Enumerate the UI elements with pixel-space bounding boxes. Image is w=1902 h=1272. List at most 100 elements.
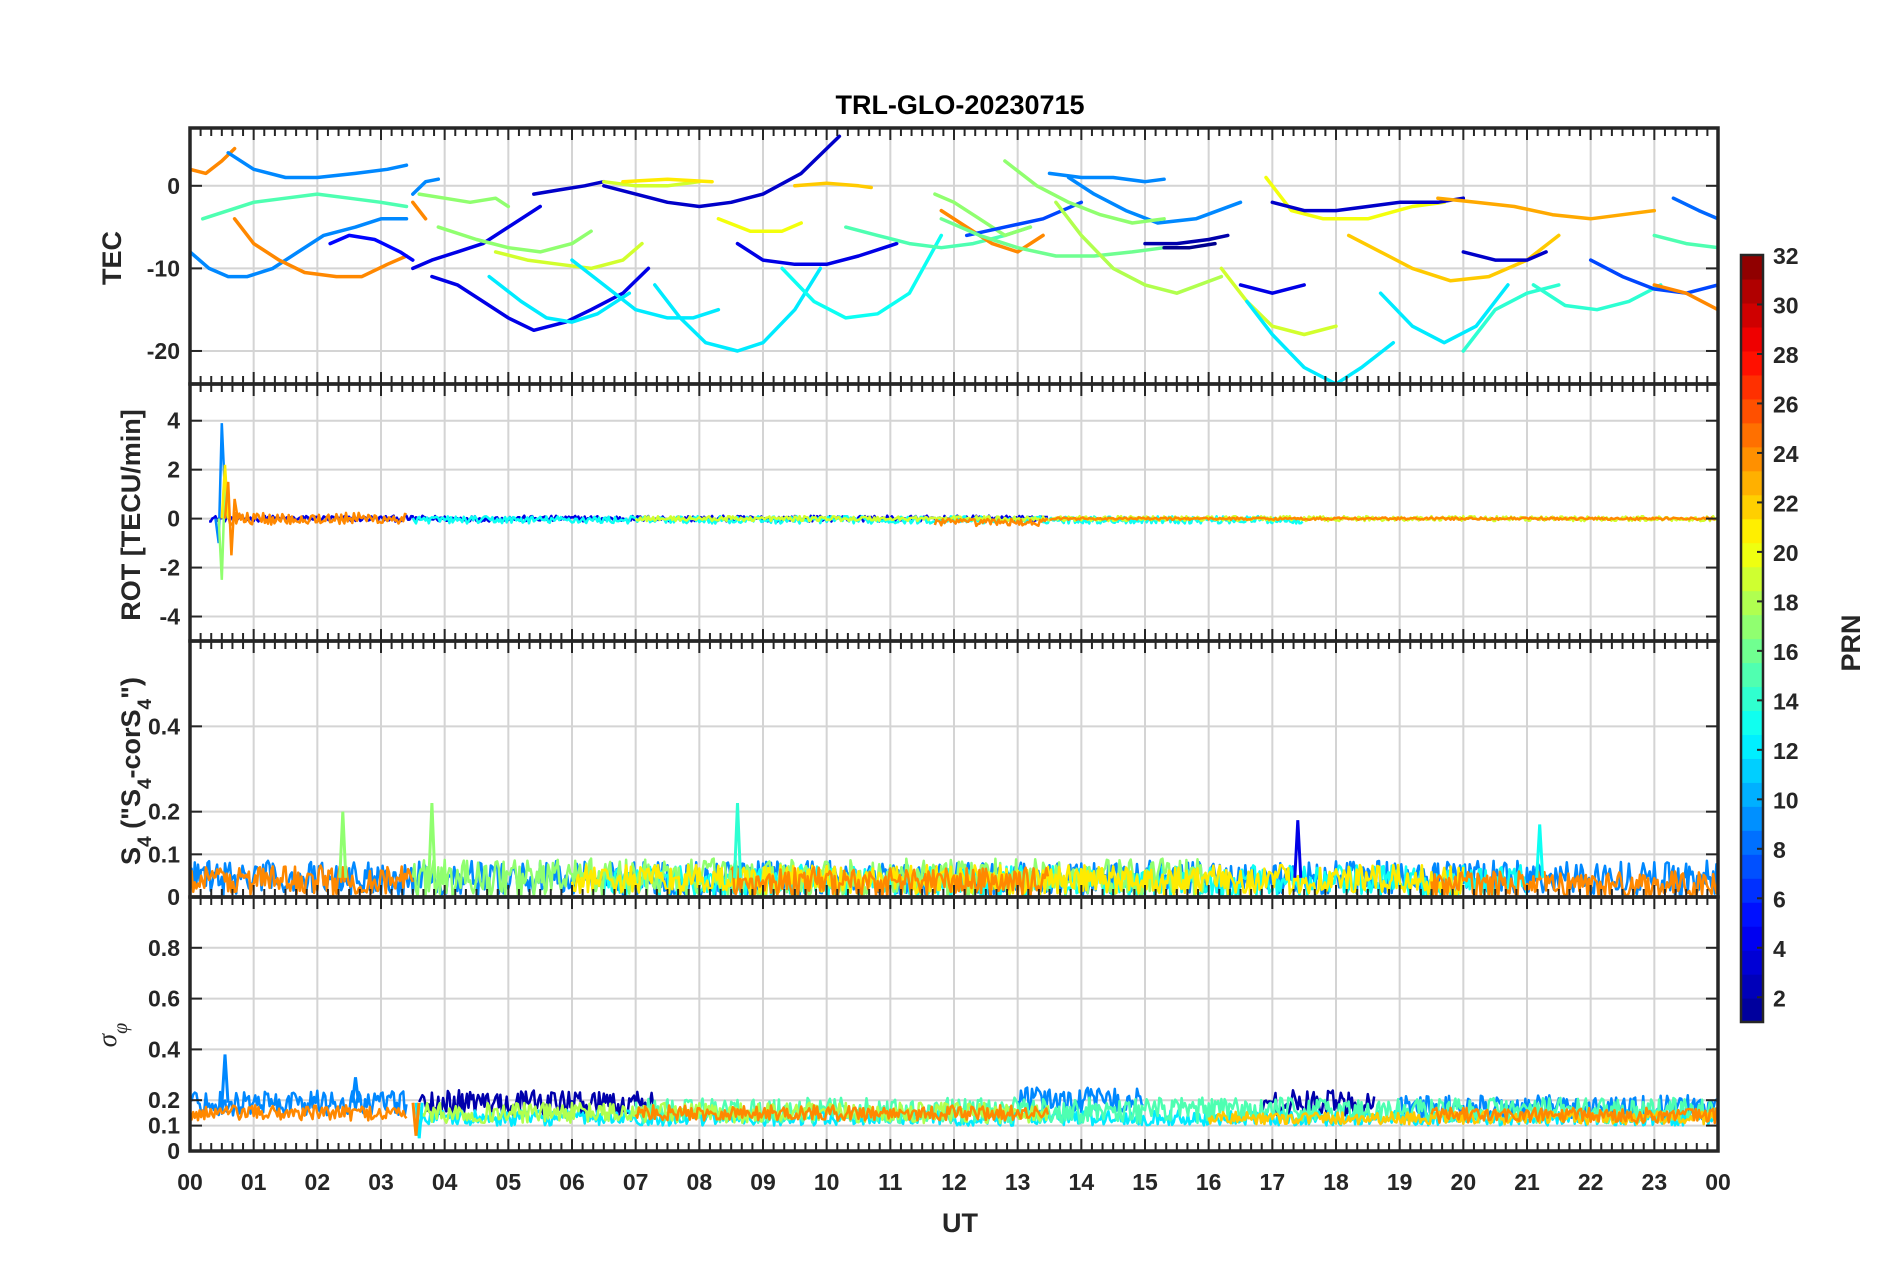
colorbar-tick-label: 24	[1773, 441, 1799, 467]
sigma-ytick-label: 0	[167, 1138, 180, 1164]
tec-ytick-label: 0	[167, 173, 180, 199]
tec-series-line	[411, 204, 542, 271]
tec-series-line	[1652, 283, 1718, 312]
tec-series-line	[939, 217, 1166, 258]
colorbar-band	[1741, 398, 1763, 424]
colorbar-tick-label: 4	[1773, 936, 1786, 962]
sigma-data	[190, 1054, 1718, 1139]
s4-peak	[1535, 824, 1545, 878]
tec-series-line	[1461, 250, 1548, 262]
tec-series-line	[487, 274, 632, 324]
colorbar-frame	[1739, 253, 1765, 1024]
s4-peak	[338, 811, 348, 878]
colorbar-band	[1741, 302, 1763, 328]
sigma-noise-trace	[1016, 1086, 1144, 1114]
rot-data	[209, 423, 1718, 580]
colorbar-band	[1741, 518, 1763, 544]
colorbar-band	[1741, 830, 1763, 855]
x-tick-label: 03	[368, 1169, 394, 1195]
tec-series-line	[493, 241, 644, 271]
colorbar-band	[1741, 374, 1763, 400]
rot-ytick-label: -2	[160, 555, 180, 581]
x-tick-label: 18	[1323, 1169, 1349, 1195]
s4-noise-trace	[570, 863, 1465, 896]
colorbar-band	[1741, 686, 1763, 712]
tec-series-line	[1245, 299, 1396, 384]
colorbar-band	[1741, 566, 1763, 592]
s4-ytick-label: 0	[167, 884, 180, 910]
colorbar-band	[1741, 782, 1763, 807]
x-tick-label: 10	[814, 1169, 840, 1195]
colorbar-band	[1741, 710, 1763, 735]
sigma-ytick-label: 0.1	[148, 1113, 180, 1139]
colorbar-tick-label: 8	[1773, 837, 1786, 863]
x-axis-label: UT	[942, 1208, 978, 1238]
colorbar-band	[1741, 422, 1763, 448]
x-tick-label: 11	[878, 1169, 903, 1195]
colorbar-band	[1741, 638, 1763, 664]
x-tick-label: 04	[432, 1169, 458, 1195]
sigma-noise-trace	[190, 1104, 408, 1122]
x-tick-label: 00	[177, 1169, 203, 1195]
x-tick-label: 21	[1514, 1169, 1540, 1195]
s4-noise-trace	[730, 866, 1050, 897]
colorbar-band	[1741, 542, 1763, 568]
colorbar-tick-label: 32	[1773, 243, 1799, 269]
colorbar-band	[1741, 854, 1763, 879]
colorbar-tick-label: 10	[1773, 787, 1799, 813]
tec-series-line	[780, 233, 944, 320]
tec-series-line	[1531, 283, 1663, 312]
tec-series-line	[1378, 283, 1510, 345]
tec-ytick-label: -20	[147, 338, 180, 364]
x-tick-label: 01	[241, 1169, 267, 1195]
rot-spike	[223, 481, 240, 556]
colorbar-band	[1741, 902, 1763, 927]
s4-ytick-label: 0.1	[148, 841, 180, 867]
sigma-noise-trace	[418, 1109, 1718, 1127]
tec-series-line	[735, 241, 899, 267]
colorbar-band	[1741, 614, 1763, 640]
colorbar-band	[1741, 350, 1763, 376]
colorbar-band	[1741, 326, 1763, 352]
colorbar-tick-label: 6	[1773, 886, 1786, 912]
colorbar-label: PRN	[1836, 614, 1866, 671]
colorbar-band	[1741, 950, 1763, 975]
x-tick-label: 13	[1005, 1169, 1031, 1195]
plot-title: TRL-GLO-20230715	[835, 90, 1084, 120]
colorbar-band	[1741, 878, 1763, 903]
colorbar-tick-label: 18	[1773, 589, 1799, 615]
tec-series-line	[1671, 196, 1718, 221]
x-tick-label: 00	[1705, 1169, 1731, 1195]
colorbar-band	[1741, 662, 1763, 688]
sigma-peak	[351, 1077, 360, 1103]
sigma-ytick-label: 0.8	[148, 935, 180, 961]
tec-series-line	[232, 217, 409, 279]
s4-peak	[427, 803, 437, 878]
x-tick-label: 08	[687, 1169, 713, 1195]
tec-series-line	[1003, 159, 1166, 225]
tec-series-line	[190, 217, 409, 279]
s4-ytick-label: 0.2	[148, 799, 180, 825]
tec-series-line	[436, 225, 593, 254]
colorbar-band	[1741, 758, 1763, 783]
colorbar-band	[1741, 734, 1763, 759]
sigma-ytick-label: 0.4	[148, 1036, 180, 1062]
tec-series-line	[411, 200, 428, 221]
tec-series-line	[793, 181, 873, 190]
tec-ticks	[189, 128, 1719, 384]
x-tick-label: 20	[1451, 1169, 1477, 1195]
colorbar-band	[1741, 278, 1763, 304]
x-tick-label: 19	[1387, 1169, 1413, 1195]
colorbar-tick-label: 16	[1773, 639, 1799, 665]
colorbar-band	[1741, 998, 1763, 1023]
x-tick-label: 23	[1642, 1169, 1668, 1195]
colorbar-tick-label: 28	[1773, 342, 1799, 368]
tec-series-line	[1066, 175, 1243, 225]
rot-noise-trace	[226, 511, 407, 526]
sigma-ytick-label: 0.6	[148, 986, 180, 1012]
x-tick-label: 16	[1196, 1169, 1222, 1195]
sigma-noise-trace	[1207, 1110, 1718, 1126]
colorbar-band	[1741, 590, 1763, 616]
sigma-noise-trace	[634, 1104, 1050, 1122]
